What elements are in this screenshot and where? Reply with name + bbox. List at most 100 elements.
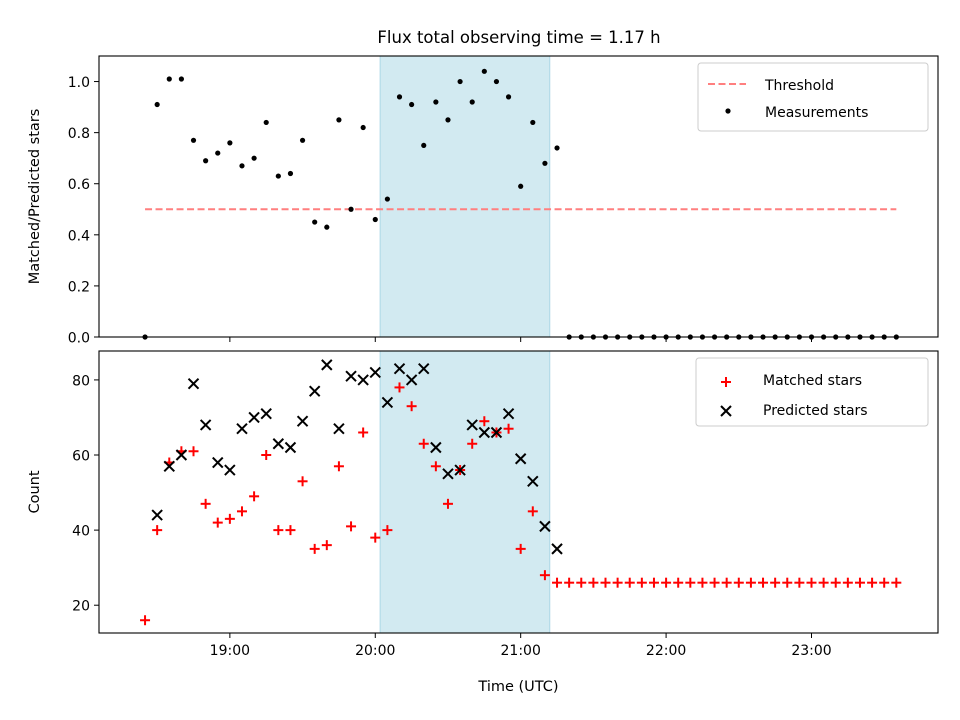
legend-box [695,357,929,427]
predicted-marker-b [151,509,163,521]
predicted-marker-b [369,366,381,379]
matched-star-point [479,416,490,427]
predicted-star-point [357,374,369,386]
matched-star-point [333,461,344,472]
measurement-point [409,101,415,108]
legend-matched-label: Matched stars [763,373,862,389]
predicted-star-point [490,426,503,439]
y-tick-label: 60 [72,449,90,465]
matched-star-point [867,577,878,588]
matched-star-point [830,577,841,588]
predicted-star-point [224,464,236,476]
predicted-marker-b [393,362,406,375]
predicted-star-point [151,509,163,521]
predicted-marker-b [514,453,527,465]
measurement-point [433,99,439,105]
measurement-point [518,183,524,189]
x-tick-label: 21:00 [501,643,541,659]
matched-star-point [539,570,550,581]
legend-measurements-label: Measurements [765,105,868,121]
highlight-span [379,350,551,634]
measurement-point [554,145,560,151]
measurement-point [396,94,403,100]
predicted-star-point [260,408,272,420]
y-tick-label: 0.6 [68,177,90,193]
matched-star-point [261,450,272,461]
matched-star-point [879,577,890,588]
predicted-star-point [393,362,406,375]
matched-star-point [854,577,865,588]
predicted-star-point [212,456,224,469]
matched-star-point [661,577,672,588]
predicted-marker-b [345,370,357,382]
matched-star-point [358,427,369,438]
matched-star-point [745,577,756,588]
legend: Threshold Measurements [697,62,929,132]
x-tick-label: 20:00 [355,643,395,659]
predicted-star-point [333,423,345,435]
predicted-marker-b [418,362,430,375]
matched-star-point [442,498,453,509]
measurement-point [203,158,209,164]
x-tick-label: 23:00 [791,643,831,659]
predicted-marker-b [187,377,200,390]
predicted-star-point [514,453,527,465]
predicted-marker-b [539,520,551,533]
predicted-marker-b [502,408,515,420]
matched-star-point [152,525,163,536]
predicted-marker-b [442,468,454,480]
predicted-marker-b [551,543,563,555]
measurement-point [457,78,463,85]
predicted-star-point [187,377,200,390]
matched-star-point [236,506,247,517]
measurement-point [505,94,512,100]
predicted-star-point [236,423,248,435]
matched-star-point [709,577,720,588]
measurement-point [384,196,390,202]
measurement-point [445,117,451,123]
predicted-star-point [272,438,285,450]
predicted-star-point [175,449,188,461]
top-panel: 0.0 0.2 0.4 0.6 0.8 1.0 Matched/Predicted star… [27,55,939,347]
legend-predicted-swatch-b [720,405,732,417]
x-axis-label: Time (UTC) [477,679,558,695]
matched-star-point [842,577,853,588]
y-tick-label: 1.0 [68,75,90,91]
matched-star-point [188,446,199,457]
predicted-marker-b [260,408,272,420]
measurement-point [190,137,197,143]
legend: Matched stars Predicted stars [695,357,929,427]
measurement-point [348,206,354,212]
y-tick-label: 0.4 [68,228,90,244]
matched-star-point [224,513,235,524]
matched-star-point [697,577,708,588]
matched-star-point [140,615,151,626]
predicted-star-point [405,374,418,386]
y-axis-label: Matched/Predicted stars [27,109,43,285]
legend-measurements-swatch [725,108,731,114]
predicted-marker-b [199,419,212,431]
predicted-star-point [442,468,454,480]
predicted-marker-b [163,460,175,472]
predicted-star-point [248,411,260,424]
y-tick-label: 0.8 [68,126,90,142]
matched-star-point [285,525,296,536]
predicted-marker-b [527,475,539,488]
predicted-marker-b [478,426,491,439]
matched-star-point [721,577,732,588]
measurement-point [166,76,172,82]
matched-star-point [406,401,417,412]
measurement-point [312,219,318,225]
matched-star-point [624,577,635,588]
y-tick-label: 20 [72,599,90,615]
predicted-marker-b [296,415,309,427]
measurement-point [287,170,294,177]
chart-title: Flux total observing time = 1.17 h [377,28,660,47]
measurement-point [481,68,487,74]
matched-star-point [636,577,647,588]
measurement-point [336,117,342,123]
predicted-marker-b [212,456,224,469]
predicted-marker-b [430,441,442,454]
matched-star-point [891,577,902,588]
